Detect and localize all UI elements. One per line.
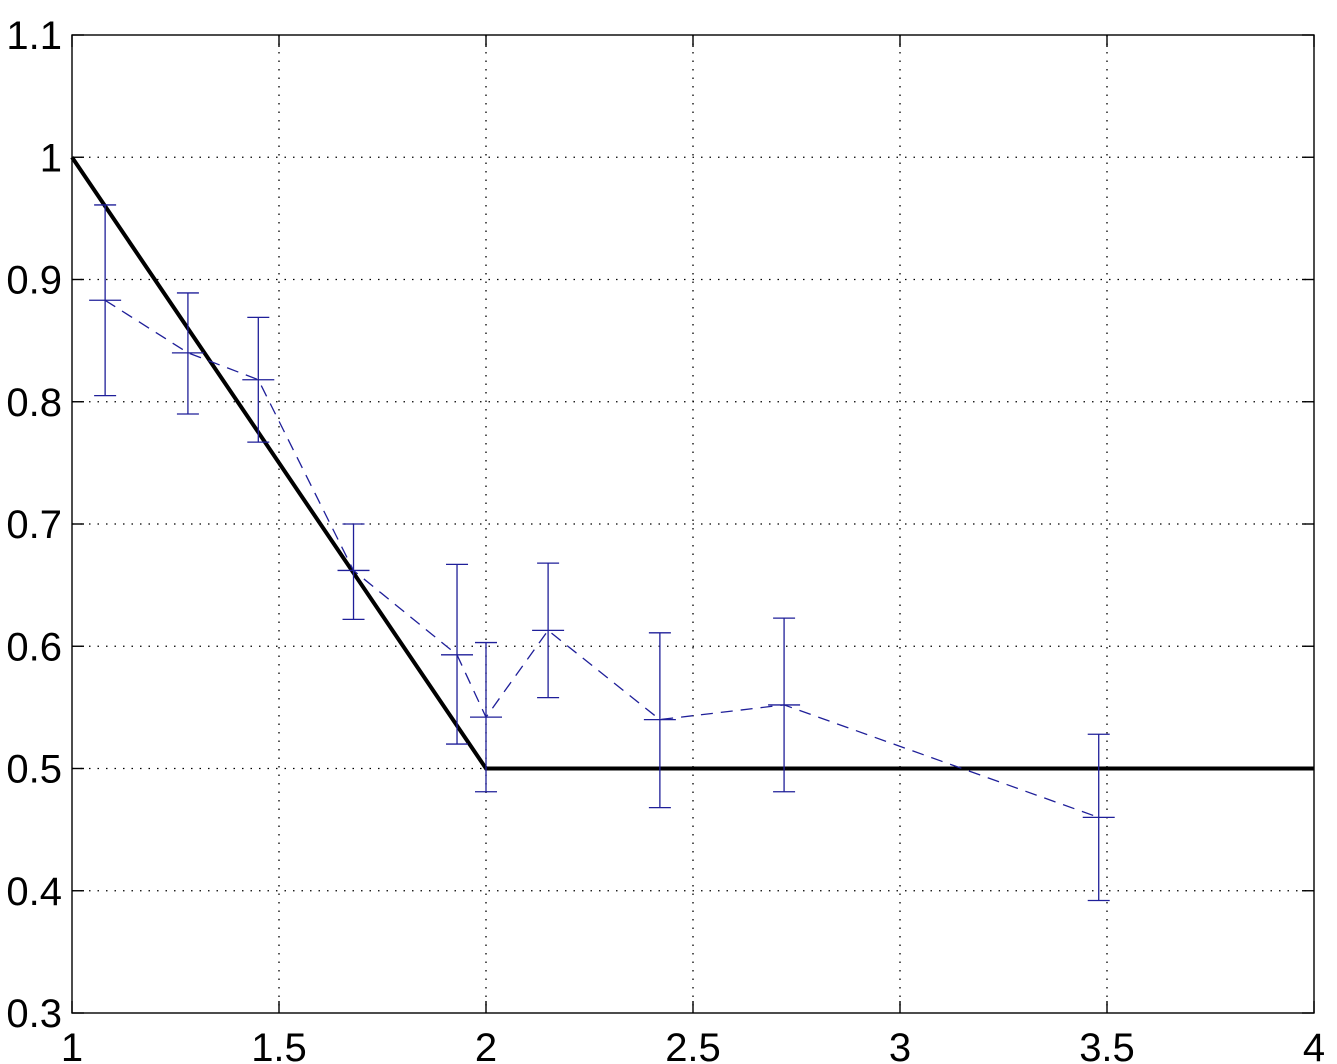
- error-bar-point: [242, 316, 275, 443]
- x-tick-label: 1.5: [251, 1026, 307, 1064]
- x-tick-label: 1: [61, 1026, 83, 1064]
- y-tick-label: 0.5: [6, 748, 62, 792]
- x-tick-label: 3: [889, 1026, 911, 1064]
- y-tick-label: 1.1: [6, 14, 62, 58]
- x-tick-label: 2.5: [665, 1026, 721, 1064]
- axis-ticks: [71, 34, 1315, 1014]
- error-bar-point: [643, 632, 676, 809]
- y-tick-label: 0.7: [6, 503, 62, 547]
- x-tick-label: 3.5: [1079, 1026, 1135, 1064]
- y-tick-label: 0.9: [6, 259, 62, 303]
- plot-area: [70, 156, 1314, 902]
- grid: [72, 35, 1314, 1013]
- measured-dashed-line: [104, 299, 1099, 819]
- y-tick-label: 0.4: [6, 870, 62, 914]
- error-bar-point: [337, 523, 370, 621]
- error-bar-point: [768, 617, 801, 793]
- x-tick-label: 4: [1303, 1026, 1325, 1064]
- y-tick-label: 0.6: [6, 625, 62, 669]
- error-bar-point: [532, 562, 565, 699]
- y-tick-label: 1: [40, 136, 62, 180]
- error-bar-point: [89, 204, 122, 397]
- error-bar-point: [171, 292, 204, 415]
- error-bar-point: [470, 641, 502, 793]
- x-tick-label: 2: [475, 1026, 497, 1064]
- error-bar-point: [1082, 733, 1115, 902]
- y-tick-label: 0.8: [6, 381, 62, 425]
- error-bar-point: [441, 563, 474, 745]
- y-tick-label: 0.3: [6, 992, 62, 1036]
- tick-labels: 1 1.5 2 2.5 3 3.5 4 0.3 0.4 0.5 0.6 0.7 0.8 0.9 1 1.1: [6, 14, 1325, 1064]
